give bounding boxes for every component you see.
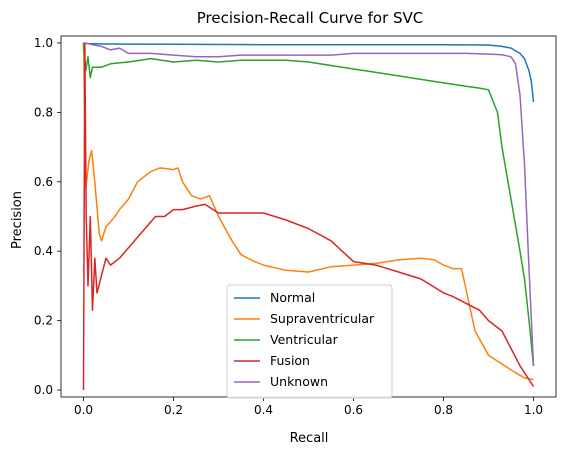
y-tick-label: 1.0 — [34, 36, 53, 50]
y-tick-label: 0.2 — [34, 314, 53, 328]
series-line-ventricular — [82, 42, 535, 366]
x-tick-label: 0.8 — [434, 403, 453, 417]
x-tick-label: 1.0 — [524, 403, 543, 417]
y-tick-label: 0.0 — [34, 383, 53, 397]
x-axis-ticks: 0.0 0.2 0.4 0.6 0.8 1.0 — [74, 397, 543, 417]
legend-label-supraventricular: Supraventricular — [270, 311, 375, 326]
legend-box — [226, 284, 393, 399]
legend-label-unknown: Unknown — [270, 374, 328, 389]
x-tick-label: 0.2 — [164, 403, 183, 417]
series-lines — [82, 42, 535, 391]
chart-title: Precision-Recall Curve for SVC — [197, 9, 424, 27]
legend-label-ventricular: Ventricular — [270, 332, 339, 347]
x-axis-label: Recall — [290, 431, 329, 446]
x-tick-label: 0.4 — [254, 403, 273, 417]
series-line-unknown — [83, 42, 535, 366]
y-axis-label: Precision — [10, 191, 25, 249]
legend-label-normal: Normal — [270, 290, 315, 305]
y-tick-label: 0.4 — [34, 244, 53, 258]
legend: Normal Supraventricular Ventricular Fusion U… — [226, 284, 393, 399]
series-line-supraventricular — [82, 42, 534, 381]
y-tick-label: 0.6 — [34, 175, 53, 189]
legend-label-fusion: Fusion — [270, 353, 310, 368]
y-tick-label: 0.8 — [34, 105, 53, 119]
series-line-fusion — [82, 42, 535, 391]
series-line-normal — [83, 42, 535, 103]
y-axis-ticks: 0.0 0.2 0.4 0.6 0.8 1.0 — [34, 36, 61, 397]
x-tick-label: 0.0 — [74, 403, 93, 417]
x-tick-label: 0.6 — [344, 403, 363, 417]
